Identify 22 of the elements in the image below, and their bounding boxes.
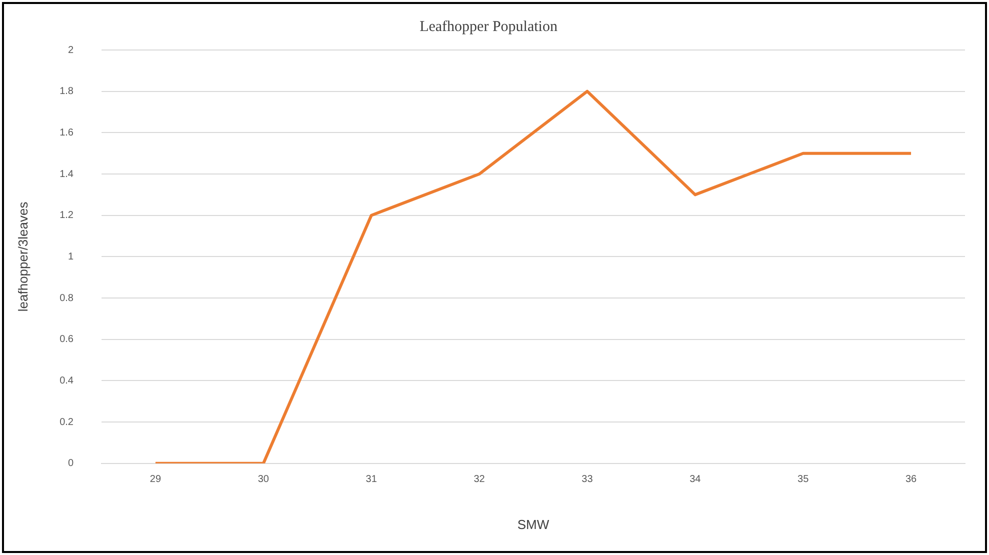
- x-tick-label: 32: [474, 474, 486, 486]
- y-tick-label: 1.4: [60, 168, 74, 180]
- x-axis-title: SMW: [517, 516, 550, 532]
- x-tick-label: 31: [366, 474, 378, 486]
- y-tick-label: 1.6: [60, 127, 74, 138]
- x-tick-label: 34: [690, 474, 702, 486]
- y-tick-label: 2: [68, 44, 74, 56]
- x-tick-label: 35: [798, 474, 810, 486]
- y-axis-title: leafhopper/3leaves: [15, 201, 30, 312]
- y-tick-label: 1.8: [60, 86, 74, 98]
- x-tick-label: 29: [150, 474, 162, 486]
- y-tick-label: 0.4: [60, 375, 74, 386]
- x-tick-label: 36: [905, 474, 918, 486]
- chart-title: Leafhopper Population: [420, 18, 558, 35]
- y-tick-label: 0.2: [60, 416, 74, 428]
- x-tick-label: 30: [258, 474, 270, 486]
- y-tick-label: 1.2: [60, 210, 74, 222]
- y-tick-label: 1: [68, 251, 74, 262]
- y-tick-label: 0.6: [60, 334, 74, 346]
- y-tick-label: 0.8: [60, 292, 74, 304]
- y-tick-label: 0: [68, 458, 74, 470]
- x-tick-label: 33: [582, 474, 594, 486]
